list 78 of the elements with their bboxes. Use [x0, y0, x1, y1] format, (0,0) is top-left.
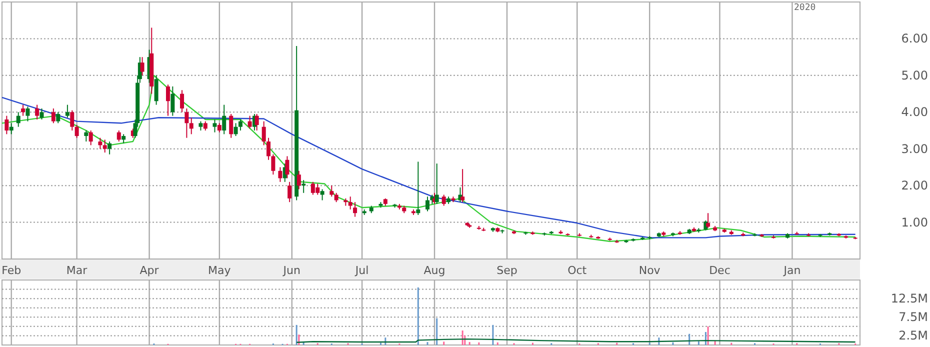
- candlestick: [238, 118, 242, 131]
- candlestick: [56, 112, 60, 124]
- candlestick: [302, 180, 306, 194]
- candlestick: [70, 110, 74, 131]
- y-tick-label: 3.00: [901, 142, 928, 156]
- y-tick-label: 7.5M: [898, 310, 928, 324]
- y-tick-label: 12.5M: [890, 292, 928, 306]
- candlestick: [140, 56, 144, 76]
- candlestick: [166, 84, 170, 116]
- candlestick: [334, 192, 338, 203]
- candlestick: [212, 118, 217, 133]
- candlestick: [26, 106, 30, 122]
- y-tick-label: 6.00: [901, 32, 928, 46]
- candlestick: [288, 181, 292, 203]
- candlestick: [21, 104, 26, 116]
- candlestick: [296, 170, 301, 190]
- candlestick: [198, 120, 203, 131]
- candlestick: [116, 130, 121, 142]
- candlestick: [234, 122, 238, 137]
- y-tick-label: 5.00: [901, 68, 928, 82]
- candlestick: [460, 168, 465, 203]
- candlestick: [35, 104, 40, 120]
- x-tick-label: Jul: [354, 264, 369, 277]
- x-tick-label: Feb: [2, 264, 22, 277]
- y-tick-label: 1.00: [901, 215, 928, 230]
- candlestick: [88, 130, 93, 146]
- candlestick: [98, 137, 102, 150]
- line-series: [1, 96, 856, 238]
- candlestick: [229, 113, 234, 138]
- candlestick: [9, 122, 14, 135]
- candlestick: [170, 86, 175, 116]
- candlestick: [285, 156, 290, 179]
- line-series: [1, 74, 856, 242]
- candlestick: [4, 115, 9, 135]
- y-tick-label: 2.00: [901, 178, 928, 193]
- candlestick: [254, 113, 259, 131]
- candlestick: [102, 139, 107, 154]
- candlestick: [40, 108, 44, 120]
- x-tick-label: Jun: [282, 264, 301, 277]
- candlestick: [74, 124, 79, 138]
- candlestick: [348, 196, 352, 210]
- candlestick: [122, 134, 126, 144]
- candlestick: [353, 202, 358, 218]
- candlestick: [180, 90, 184, 113]
- candlestick: [84, 130, 88, 142]
- y-tick-label: 4.00: [901, 105, 928, 120]
- candlestick: [330, 185, 334, 198]
- candlestick: [184, 108, 189, 138]
- candlestick: [706, 212, 710, 228]
- x-tick-label: Jan: [782, 264, 801, 277]
- annotation: 2020: [794, 3, 816, 13]
- candlestick: [320, 188, 324, 201]
- candlestick: [217, 122, 222, 133]
- candlestick: [262, 120, 266, 146]
- candlestick: [222, 104, 226, 135]
- x-tick-label: Aug: [424, 264, 446, 277]
- x-tick-label: May: [208, 264, 232, 277]
- candlestick: [108, 141, 112, 155]
- x-tick-label: Dec: [709, 264, 730, 277]
- x-tick-label: Sep: [496, 264, 518, 277]
- candlestick: [442, 194, 446, 206]
- candlestick: [416, 161, 420, 216]
- candlestick: [248, 115, 252, 130]
- candlestick: [51, 108, 56, 124]
- x-tick-label: Nov: [638, 264, 661, 277]
- candlestick: [154, 74, 158, 106]
- candlestick: [16, 112, 20, 128]
- candlestick: [65, 104, 70, 118]
- x-tick-label: Apr: [140, 264, 160, 277]
- candlestick: [271, 154, 276, 176]
- candlestick: [278, 166, 282, 182]
- x-tick-label: Oct: [568, 264, 588, 277]
- y-tick-label: 2.5M: [898, 328, 928, 343]
- candlestick: [189, 117, 194, 135]
- candlestick: [425, 196, 430, 212]
- x-tick-label: Mar: [66, 264, 88, 277]
- candlestick: [203, 120, 208, 131]
- candlestick: [266, 137, 271, 160]
